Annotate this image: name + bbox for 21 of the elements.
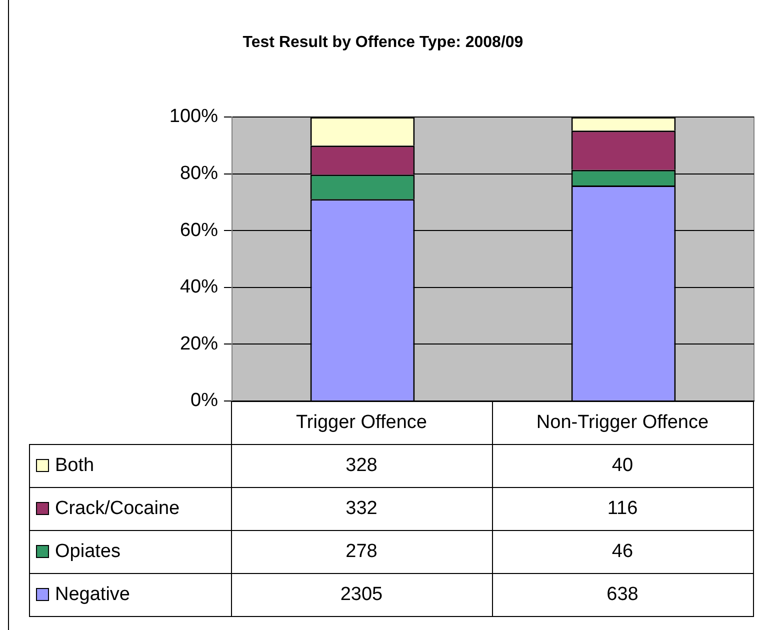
text: 638 bbox=[492, 573, 753, 616]
legend-label: Crack/Cocaine bbox=[30, 487, 231, 530]
legend-label: Opiates bbox=[30, 530, 231, 573]
y-tick-label: 60% bbox=[180, 220, 218, 241]
y-tick-label: 40% bbox=[180, 276, 218, 298]
x-tick-label: Non-Trigger Offence bbox=[492, 402, 753, 444]
text: 46 bbox=[492, 530, 753, 573]
chart-title: Test Result by Offence Type: 2008/09 bbox=[242, 34, 524, 52]
legend-label: Both bbox=[30, 444, 231, 487]
y-tick-label: 80% bbox=[180, 163, 218, 184]
text: 328 bbox=[231, 444, 492, 487]
y-tick-label: 100% bbox=[169, 106, 218, 128]
y-tick-label: 20% bbox=[180, 333, 218, 354]
text: 2305 bbox=[231, 573, 492, 616]
text: 116 bbox=[492, 487, 753, 530]
y-tick-label: 0% bbox=[190, 390, 218, 412]
text: 278 bbox=[231, 530, 492, 573]
x-tick-label: Trigger Offence bbox=[231, 402, 492, 444]
legend-label: Negative bbox=[30, 573, 231, 616]
text: 332 bbox=[231, 487, 492, 530]
text: 40 bbox=[492, 444, 753, 487]
